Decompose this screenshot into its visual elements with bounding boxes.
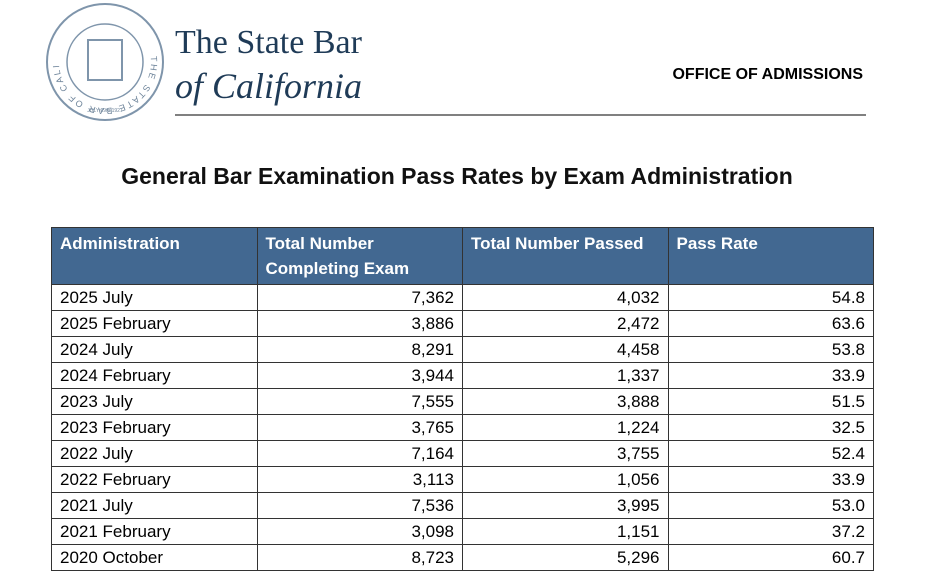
table-cell: 2023 February <box>51 414 258 441</box>
table-cell: 8,723 <box>256 544 463 571</box>
table-cell: 1,151 <box>462 518 669 545</box>
title: General Bar Examination Pass Rates by Ex… <box>121 163 793 189</box>
table-row: 2021 July 7,536 3,995 53.0 <box>51 492 874 519</box>
table-cell: 4,032 <box>462 284 669 311</box>
header-row: Administration Total Number Completing Ex… <box>51 227 874 285</box>
table-cell: 2022 February <box>51 466 258 493</box>
table-cell: 3,888 <box>462 388 669 415</box>
table-row: 2025 July 7,362 4,032 54.8 <box>51 284 874 311</box>
table-cell: 7,555 <box>256 388 463 415</box>
org-name: of California <box>175 66 362 106</box>
table-cell: 3,886 <box>256 310 463 337</box>
column-header: Administration <box>51 227 258 285</box>
table-cell: 3,944 <box>256 362 463 389</box>
table-cell: 8,291 <box>256 336 463 363</box>
table-cell: 63.6 <box>667 310 874 337</box>
table-cell: 2025 February <box>51 310 258 337</box>
table-cell: 2023 July <box>51 388 258 415</box>
table-cell: 7,536 <box>256 492 463 519</box>
table-cell: 3,995 <box>462 492 669 519</box>
seal-inner <box>66 23 144 101</box>
seal-ring: THE STATE BAR OF CALIFORNIA <box>0 0 159 116</box>
table-cell: 51.5 <box>667 388 874 415</box>
table-cell: 32.5 <box>667 414 874 441</box>
table-row: 2023 February 3,765 1,224 32.5 <box>51 414 874 441</box>
table-row: 2022 February 3,113 1,056 33.9 <box>51 466 874 493</box>
seal-outer <box>46 3 164 121</box>
table-cell: 2020 October <box>51 544 258 571</box>
table-cell: 7,362 <box>256 284 463 311</box>
table-cell: 53.8 <box>667 336 874 363</box>
column-header: Pass Rate <box>667 227 874 285</box>
table-cell: 3,765 <box>256 414 463 441</box>
table-cell: 3,098 <box>256 518 463 545</box>
table-cell: 1,224 <box>462 414 669 441</box>
table-cell: 37.2 <box>667 518 874 545</box>
table-row: 2025 February 3,886 2,472 63.6 <box>51 310 874 337</box>
table-cell: 4,458 <box>462 336 669 363</box>
table-row: 2021 February 3,098 1,151 37.2 <box>51 518 874 545</box>
table-cell: 2022 July <box>51 440 258 467</box>
table-cell: 1,056 <box>462 466 669 493</box>
table-cell: 2021 July <box>51 492 258 519</box>
table-cell: 1,337 <box>462 362 669 389</box>
office: OFFICE OF ADMISSIONS <box>672 66 863 83</box>
table-cell: 3,113 <box>256 466 463 493</box>
seal-shield <box>87 39 123 81</box>
table-row: 2024 July 8,291 4,458 53.8 <box>51 336 874 363</box>
table-cell: 2024 July <box>51 336 258 363</box>
table-cell: 2024 February <box>51 362 258 389</box>
table-cell: 7,164 <box>256 440 463 467</box>
table-cell: 5,296 <box>462 544 669 571</box>
table-cell: 3,755 <box>462 440 669 467</box>
org-name: The State Bar <box>175 24 363 61</box>
table: Administration Total Number Completing Ex… <box>51 227 874 571</box>
table-cell: 2021 February <box>51 518 258 545</box>
table-cell: 53.0 <box>667 492 874 519</box>
seal-date: JULY 29th 1927 <box>87 108 123 114</box>
table-row: 2020 October 8,723 5,296 60.7 <box>51 544 874 571</box>
table-row: 2024 February 3,944 1,337 33.9 <box>51 362 874 389</box>
table-body: 2025 July 7,362 4,032 54.8 2025 February 3,88… <box>51 284 874 571</box>
column-header: Total Number Passed <box>462 227 669 285</box>
table-cell: 2025 July <box>51 284 258 311</box>
table-row: 2023 July 7,555 3,888 51.5 <box>51 388 874 415</box>
table-cell: 33.9 <box>667 362 874 389</box>
table-cell: 33.9 <box>667 466 874 493</box>
table-row: 2022 July 7,164 3,755 52.4 <box>51 440 874 467</box>
header: THE STATE BAR OF CALIFORNIA JULY 29th 19… <box>0 0 866 121</box>
table-cell: 60.7 <box>667 544 874 571</box>
table-cell: 2,472 <box>462 310 669 337</box>
table-cell: 54.8 <box>667 284 874 311</box>
table-cell: 52.4 <box>667 440 874 467</box>
column-header: Total Number Completing Exam <box>256 227 463 285</box>
